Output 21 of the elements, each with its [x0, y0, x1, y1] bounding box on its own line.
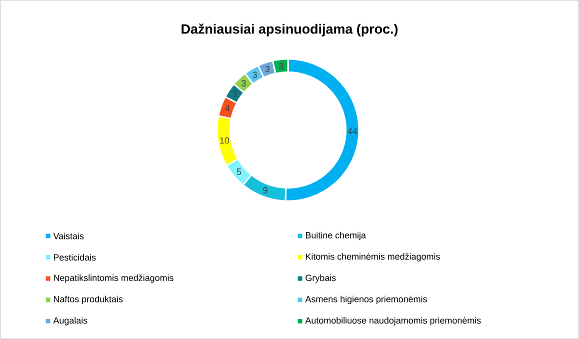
data-label: 3: [232, 90, 237, 98]
data-label: 3: [252, 72, 257, 78]
legend-label: Automobiliuose naudojamomis priemonėmis: [305, 317, 481, 326]
data-label: 5: [236, 168, 242, 175]
legend-label: Augalais: [53, 317, 88, 326]
data-label: 44: [348, 128, 358, 134]
legend-label: Grybais: [306, 274, 336, 283]
data-label: 3: [278, 62, 284, 70]
legend-label: Kitomis cheminėmis medžiagomis: [306, 253, 440, 262]
data-label: 3: [242, 80, 246, 86]
legend-label: Vaistais: [53, 232, 84, 240]
data-label: 4: [225, 105, 230, 112]
legend-label: Asmens higienos priemonėmis: [305, 296, 427, 304]
chart-title: Dažniausiai apsinuodijama (proc.): [182, 24, 398, 36]
legend-label: Nepatikslintomis medžiagomis: [54, 274, 174, 283]
data-label: 9: [263, 187, 268, 194]
legend-label: Pesticidais: [54, 254, 96, 261]
data-label: 10: [220, 137, 230, 144]
legend-label: Naftos produktais: [54, 296, 123, 304]
legend-label: Buitine chemija: [306, 232, 366, 240]
data-label: 3: [265, 66, 270, 72]
